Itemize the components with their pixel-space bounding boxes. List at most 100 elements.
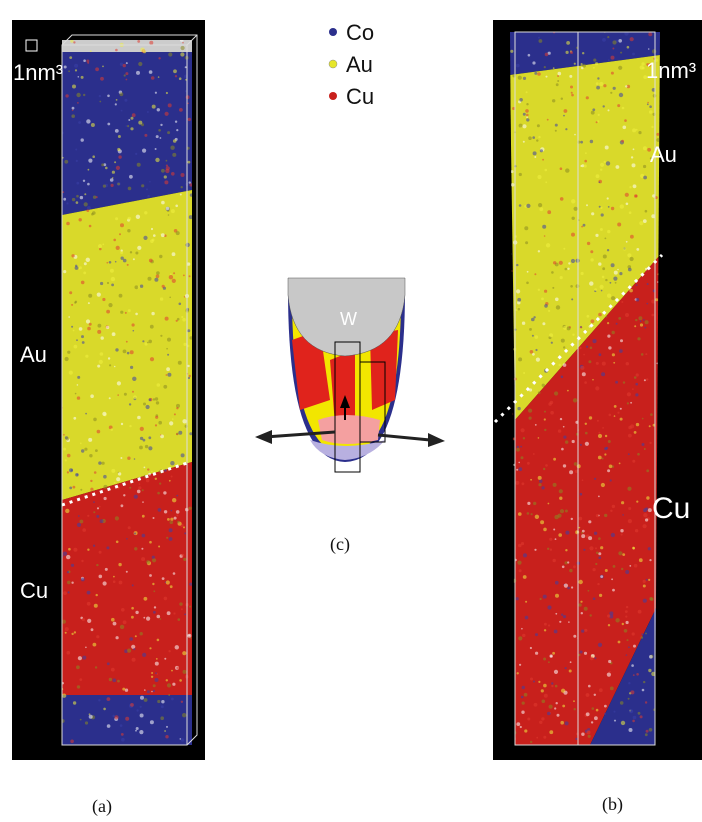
- atom: [106, 546, 109, 549]
- atom: [185, 66, 187, 68]
- atom: [546, 243, 550, 247]
- atom: [580, 444, 582, 446]
- atom: [132, 584, 134, 586]
- atom: [146, 188, 148, 190]
- atom: [120, 251, 123, 254]
- tip-label: W: [340, 309, 357, 329]
- atom: [632, 460, 635, 463]
- atom: [529, 417, 532, 420]
- atom: [626, 241, 628, 243]
- atom: [163, 385, 167, 389]
- atom: [79, 327, 83, 331]
- atom: [143, 617, 145, 619]
- atom: [186, 95, 190, 99]
- atom: [76, 665, 80, 669]
- atom: [640, 323, 643, 326]
- atom: [151, 672, 153, 674]
- atom: [530, 741, 532, 743]
- atom: [181, 186, 183, 188]
- atom: [646, 730, 649, 733]
- atom: [632, 388, 634, 390]
- atom: [544, 629, 546, 631]
- atom: [612, 40, 616, 44]
- atom: [188, 118, 191, 121]
- atom: [75, 393, 77, 395]
- atom: [115, 129, 119, 133]
- atom: [593, 59, 596, 62]
- atom: [604, 161, 606, 163]
- atom: [592, 108, 595, 111]
- atom: [538, 391, 541, 394]
- atom: [516, 64, 520, 68]
- atom: [527, 462, 530, 465]
- atom: [76, 93, 80, 97]
- atom: [589, 416, 592, 419]
- atom: [601, 290, 603, 292]
- atom: [153, 398, 155, 400]
- atom: [519, 569, 522, 572]
- atom: [151, 691, 153, 693]
- atom: [534, 72, 537, 75]
- atom: [620, 529, 623, 532]
- atom: [597, 583, 599, 585]
- atom: [585, 423, 587, 425]
- atom: [651, 126, 653, 128]
- atom: [67, 454, 71, 458]
- atom: [591, 212, 594, 215]
- atom: [638, 316, 642, 320]
- atom: [83, 180, 85, 182]
- atom: [97, 330, 101, 334]
- atom: [635, 319, 637, 321]
- atom: [608, 624, 610, 626]
- atom: [137, 163, 141, 167]
- atom: [594, 288, 597, 291]
- atom: [648, 48, 650, 50]
- atom: [73, 701, 76, 704]
- atom: [613, 87, 616, 90]
- atom: [632, 53, 635, 56]
- atom: [137, 246, 141, 250]
- atom: [130, 251, 132, 253]
- atom: [134, 458, 136, 460]
- atom: [130, 366, 133, 369]
- atom: [117, 680, 120, 683]
- atom: [88, 294, 92, 298]
- atom: [523, 141, 525, 143]
- atom: [176, 510, 180, 514]
- atom: [535, 335, 539, 339]
- atom: [536, 139, 538, 141]
- atom: [159, 255, 162, 258]
- atom: [581, 612, 583, 614]
- atom: [549, 730, 553, 734]
- atom: [65, 632, 67, 634]
- atom: [79, 268, 81, 270]
- atom: [598, 537, 601, 540]
- atom: [79, 218, 82, 221]
- atom: [615, 381, 618, 384]
- atom: [111, 618, 115, 622]
- atom: [96, 594, 98, 596]
- atom: [594, 657, 596, 659]
- atom: [522, 322, 525, 325]
- atom: [555, 613, 557, 615]
- atom: [77, 396, 80, 399]
- atom: [635, 383, 638, 386]
- atom: [171, 172, 175, 176]
- atom: [619, 93, 623, 97]
- atom: [519, 173, 522, 176]
- atom: [128, 526, 131, 529]
- atom: [144, 689, 146, 691]
- atom: [563, 115, 565, 117]
- atom: [140, 427, 144, 431]
- atom: [95, 67, 99, 71]
- atom: [581, 532, 583, 534]
- atom: [119, 581, 123, 585]
- atom: [109, 397, 111, 399]
- atom: [98, 244, 102, 248]
- atom: [120, 92, 124, 96]
- atom: [155, 158, 159, 162]
- atom: [632, 547, 635, 550]
- atom: [600, 285, 604, 289]
- atom: [118, 472, 121, 475]
- atom: [603, 105, 605, 107]
